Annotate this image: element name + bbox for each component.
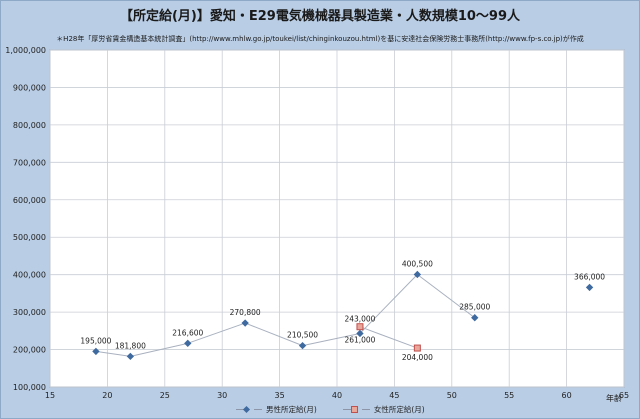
x-tick-label: 55 [504, 391, 514, 400]
data-point-male [413, 270, 422, 279]
x-tick-label: 35 [275, 391, 285, 400]
square-marker-icon [350, 406, 358, 413]
data-label: 400,500 [402, 259, 433, 268]
series-line-segment [130, 342, 188, 357]
series-line-segment [359, 274, 418, 334]
x-tick-label: 60 [562, 391, 572, 400]
x-axis-unit-label: 年齢 [606, 394, 622, 403]
legend-line-icon [342, 409, 351, 410]
legend-label-male: 男性所定給(月) [266, 405, 317, 414]
data-point-male [184, 339, 192, 348]
chart-title: 【所定給(月)】愛知・E29電気機械器具製造業・人数規模10～99人 [119, 9, 521, 24]
x-tick-label: 50 [447, 391, 457, 400]
data-label: 261,000 [344, 336, 375, 345]
data-point-female [356, 323, 364, 331]
legend-line-icon [236, 409, 244, 410]
y-tick-label: 200,000 [13, 346, 46, 355]
data-label: 285,000 [459, 303, 490, 312]
data-point-male [126, 352, 135, 361]
diamond-marker-icon [242, 405, 251, 414]
series-line-segment [417, 274, 476, 319]
x-tick-label: 15 [45, 391, 55, 400]
x-tick-label: 25 [160, 391, 170, 400]
data-point-male [585, 283, 594, 292]
data-label: 243,000 [344, 314, 375, 323]
data-point-male [356, 329, 364, 338]
legend-item-female: 女性所定給(月) [342, 404, 425, 415]
series-line-segment [95, 350, 131, 357]
data-label: 366,000 [574, 272, 605, 281]
data-label: 210,500 [287, 331, 318, 340]
x-tick-label: 45 [389, 391, 399, 400]
data-label: 204,000 [402, 353, 433, 362]
y-tick-label: 700,000 [13, 158, 46, 167]
data-point-male [241, 319, 249, 327]
legend-line-icon [361, 409, 370, 410]
data-point-male [298, 341, 307, 350]
y-tick-label: 1,000,000 [5, 46, 46, 55]
series-line-segment [302, 332, 361, 347]
legend-label-female: 女性所定給(月) [373, 405, 425, 414]
x-tick-label: 20 [102, 391, 112, 400]
data-point-male [471, 314, 479, 322]
series-line-segment [359, 326, 418, 349]
x-tick-label: 30 [217, 391, 227, 400]
y-tick-label: 100,000 [13, 383, 46, 392]
y-tick-label: 300,000 [13, 308, 46, 317]
y-tick-label: 900,000 [13, 83, 46, 92]
x-tick-label: 40 [332, 391, 342, 400]
data-label: 181,800 [115, 341, 146, 350]
legend-line-icon [254, 409, 262, 410]
y-tick-label: 400,000 [13, 271, 46, 280]
y-tick-label: 500,000 [13, 233, 46, 242]
series-line-segment [187, 322, 246, 344]
x-tick-label: 65 [619, 391, 629, 400]
data-label: 195,000 [80, 336, 111, 345]
y-tick-label: 600,000 [13, 196, 46, 205]
y-tick-label: 800,000 [13, 121, 46, 130]
data-point-female [413, 344, 421, 352]
data-label: 270,800 [230, 308, 261, 317]
data-label: 216,600 [172, 328, 203, 337]
legend: 男性所定給(月) 女性所定給(月) [236, 404, 451, 415]
chart-subtitle: ＊H28年「厚労省賃金構造基本統計調査」(http://www.mhlw.go.… [56, 35, 584, 43]
legend-item-male: 男性所定給(月) [236, 404, 317, 415]
series-line-segment [244, 322, 303, 347]
